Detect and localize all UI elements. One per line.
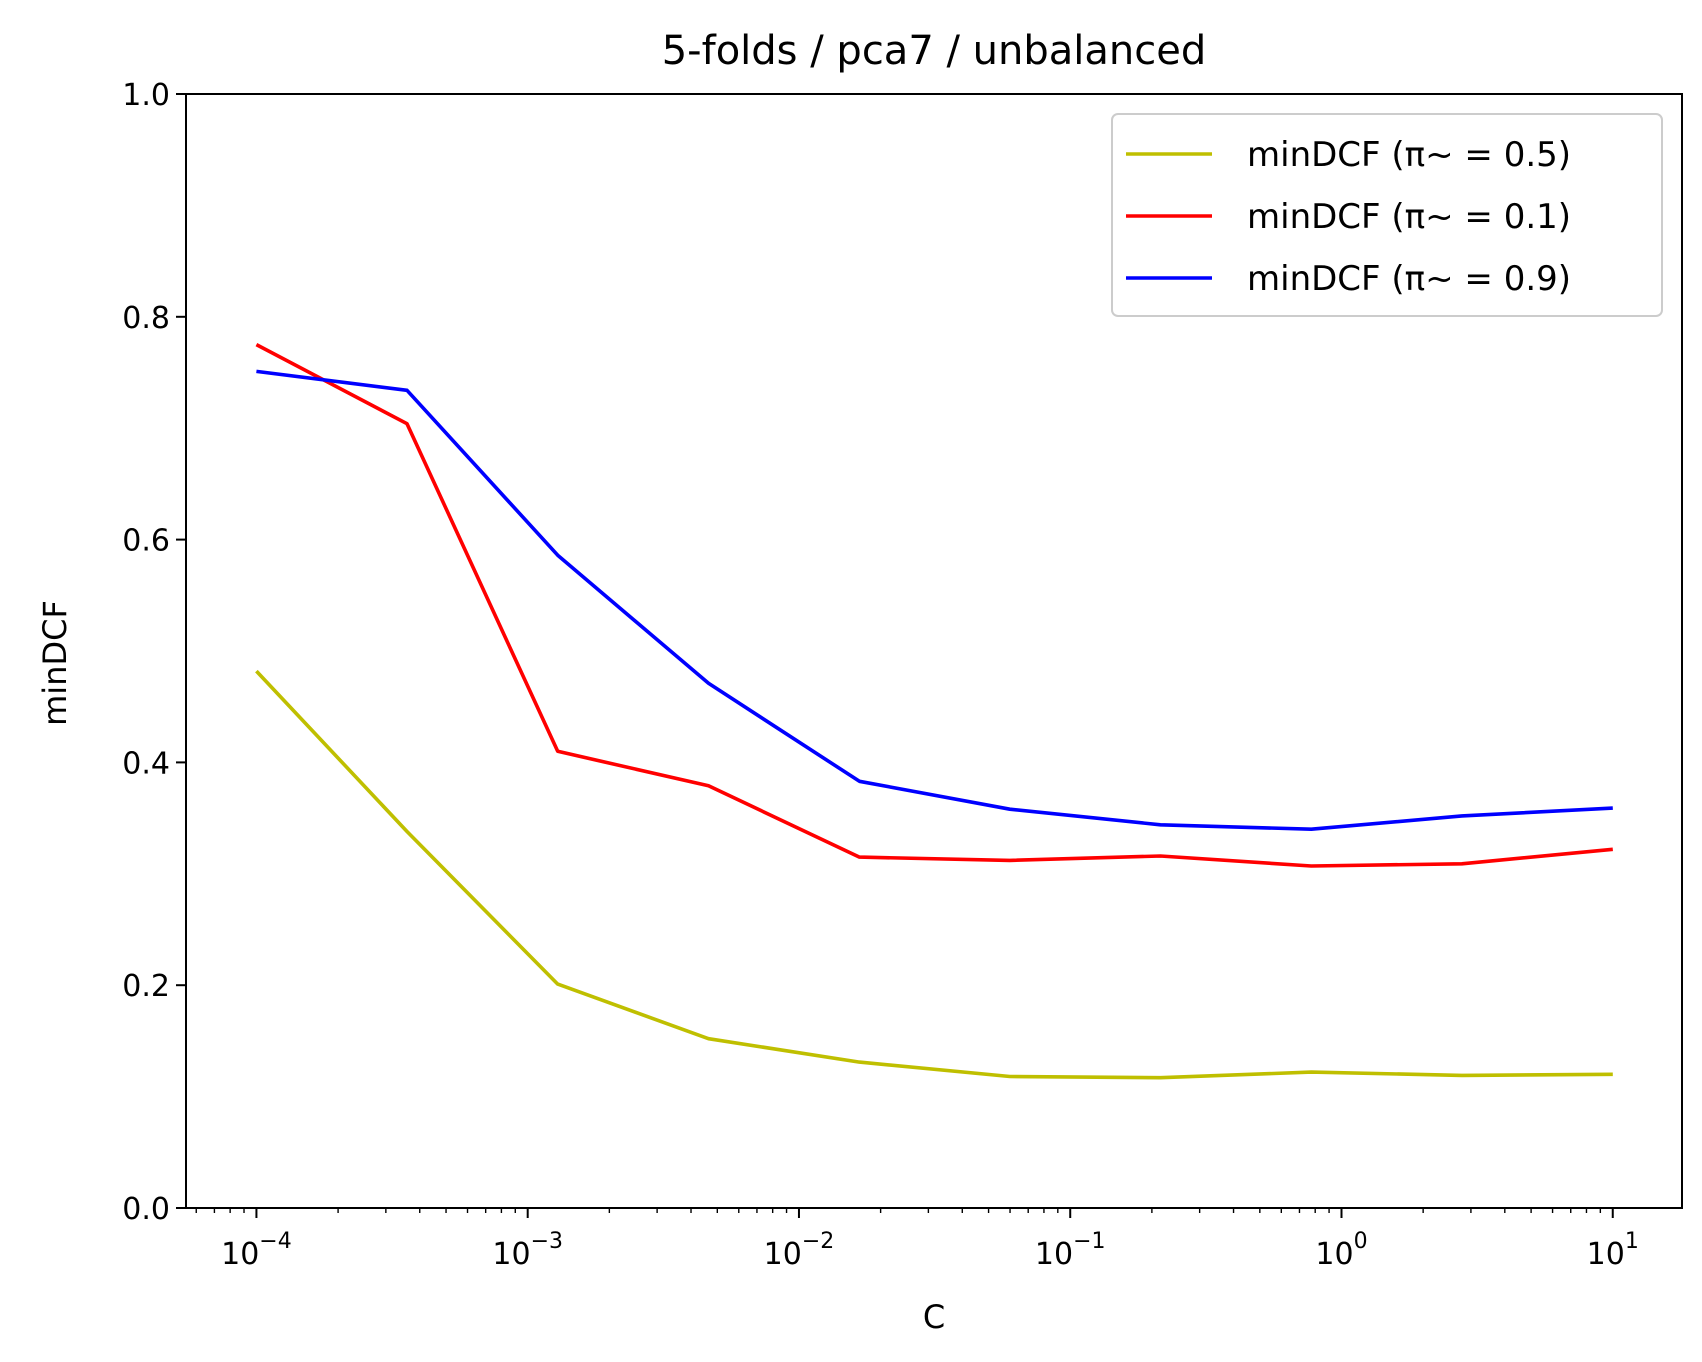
y-tick-label: 0.0	[122, 1192, 170, 1227]
legend-label-2: minDCF (π~ = 0.1)	[1247, 197, 1571, 237]
x-tick-label-base: 10	[1315, 1237, 1353, 1272]
x-tick-label-base: 10	[492, 1237, 530, 1272]
x-tick-label: 10−4	[221, 1229, 292, 1272]
x-tick-label-exponent: 1	[1625, 1229, 1639, 1254]
x-tick-label: 10−3	[492, 1229, 563, 1272]
y-tick-label: 0.8	[122, 301, 170, 336]
legend-box	[1111, 113, 1663, 317]
y-tick-label: 0.4	[122, 746, 170, 781]
chart-title: 5-folds / pca7 / unbalanced	[662, 28, 1207, 74]
legend: minDCF (π~ = 0.5) minDCF (π~ = 0.1) minDCF…	[1111, 113, 1663, 317]
y-axis: 0.0 0.2 0.4 0.6 0.8 1.0	[122, 78, 186, 1227]
y-tick-label: 0.6	[122, 524, 170, 559]
x-tick-label: 10−2	[764, 1229, 835, 1272]
x-tick-label-base: 10	[221, 1237, 259, 1272]
x-tick-label-exponent: 0	[1354, 1229, 1368, 1254]
x-tick-label: 101	[1587, 1229, 1639, 1272]
x-tick-label-exponent: −3	[531, 1229, 563, 1254]
x-tick-label-exponent: −2	[802, 1229, 834, 1254]
x-tick-label-base: 10	[1587, 1237, 1625, 1272]
x-tick-label-exponent: −4	[259, 1229, 291, 1254]
x-tick-label: 100	[1315, 1229, 1367, 1272]
x-tick-label: 10−1	[1035, 1229, 1106, 1272]
plot-frame	[185, 93, 1683, 1209]
x-axis-label: C	[923, 1298, 945, 1336]
y-axis-label: minDCF	[36, 600, 74, 726]
plot-area	[255, 343, 1613, 1080]
x-tick-label-base: 10	[1035, 1237, 1073, 1272]
y-tick-label: 1.0	[122, 78, 170, 113]
series-line-3	[256, 369, 1613, 832]
legend-label-3: minDCF (π~ = 0.9)	[1247, 259, 1571, 299]
series-line-1	[255, 669, 1613, 1080]
x-axis: 10−4 10−3 10−2 10−1 100 101	[195, 1208, 1639, 1272]
x-tick-label-base: 10	[764, 1237, 802, 1272]
y-tick-label: 0.2	[122, 969, 170, 1004]
series-line-2	[255, 343, 1613, 868]
legend-label-1: minDCF (π~ = 0.5)	[1247, 135, 1571, 175]
x-tick-label-exponent: −1	[1073, 1229, 1105, 1254]
